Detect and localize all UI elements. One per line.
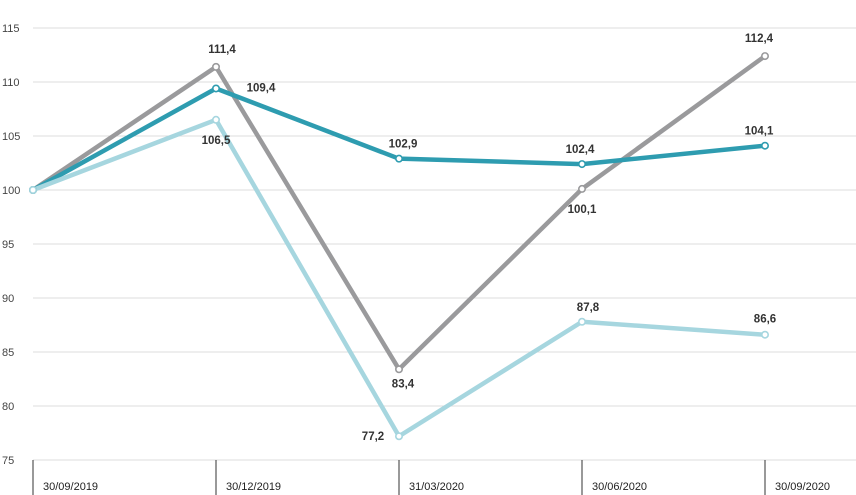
- series-gray-data-label: 111,4: [208, 44, 236, 56]
- series-light-blue-data-label: 86,6: [754, 314, 776, 326]
- series-light-blue-point: [212, 115, 221, 124]
- x-tick-label: 30/09/2019: [43, 481, 98, 493]
- series-gray-line: [30, 53, 768, 372]
- y-tick-label: 100: [2, 185, 20, 197]
- series-teal-point: [212, 84, 221, 93]
- y-tick-label: 90: [2, 293, 14, 305]
- series-teal-point: [577, 160, 586, 169]
- y-tick-label: 110: [2, 77, 20, 89]
- series-teal-data-label: 109,4: [247, 82, 276, 94]
- series-teal-data-label: 104,1: [745, 126, 774, 138]
- x-tick-label: 30/09/2020: [775, 481, 830, 493]
- series-gray-data-label: 100,1: [568, 204, 597, 216]
- series-gray-data-label: 112,4: [745, 33, 774, 45]
- series-gray-point: [394, 365, 403, 374]
- series-light-blue-point: [394, 432, 403, 441]
- series-teal-point: [760, 141, 769, 150]
- x-tick-label: 31/03/2020: [409, 481, 464, 493]
- y-tick-label: 115: [2, 23, 20, 35]
- y-tick-label: 80: [2, 401, 14, 413]
- series-light-blue-data-label: 87,8: [577, 302, 600, 314]
- y-tick-label: 105: [2, 131, 20, 143]
- series-gray-data-label: 83,4: [392, 378, 415, 390]
- x-tick-label: 30/06/2020: [592, 481, 647, 493]
- y-axis-ticks: 75 80 85 90 95 100 105 110 115: [2, 23, 20, 467]
- series-gray-point: [577, 184, 586, 193]
- series-gray-point: [212, 62, 221, 71]
- data-labels: 111,4 83,4 100,1 112,4 109,4 102,9 102,4 104,1 1…: [202, 33, 777, 443]
- series-teal-data-label: 102,4: [566, 144, 595, 156]
- x-tick-label: 30/12/2019: [226, 481, 281, 493]
- y-tick-label: 95: [2, 239, 14, 251]
- series-light-blue-point: [577, 317, 586, 326]
- y-tick-label: 85: [2, 347, 14, 359]
- grid-lines: [33, 27, 856, 461]
- series-light-blue-point: [28, 186, 37, 195]
- series-points: [28, 52, 769, 441]
- series-light-blue-data-label: 106,5: [202, 135, 231, 147]
- series-teal-data-label: 102,9: [389, 139, 418, 151]
- series-light-blue-point: [760, 330, 769, 339]
- y-tick-label: 75: [2, 455, 14, 467]
- series-gray-point: [760, 52, 769, 61]
- series-teal-point: [394, 154, 403, 163]
- x-axis: 30/09/2019 30/12/2019 31/03/2020 30/06/2020…: [32, 460, 830, 495]
- series-light-blue-data-label: 77,2: [362, 431, 384, 443]
